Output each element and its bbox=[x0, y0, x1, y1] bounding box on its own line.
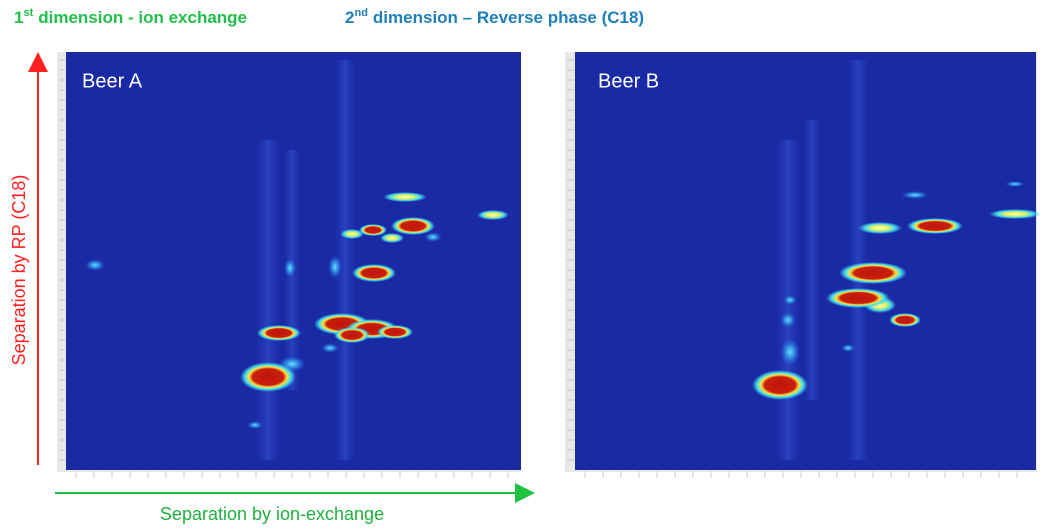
peak bbox=[858, 222, 902, 234]
peak bbox=[380, 233, 404, 243]
peak bbox=[359, 224, 387, 236]
peak bbox=[889, 313, 921, 327]
peak bbox=[839, 262, 907, 284]
peak bbox=[321, 343, 339, 353]
streak bbox=[848, 60, 868, 460]
peak bbox=[780, 338, 800, 366]
panel-label: Beer A bbox=[82, 70, 143, 92]
panel-label: Beer B bbox=[598, 70, 659, 92]
panel-b: Beer B bbox=[565, 52, 1041, 478]
peak bbox=[240, 362, 296, 392]
peak bbox=[340, 229, 364, 239]
streak bbox=[804, 120, 820, 400]
peak bbox=[284, 258, 296, 278]
peak bbox=[907, 218, 963, 234]
peak bbox=[85, 259, 105, 271]
streak bbox=[335, 60, 355, 460]
peak bbox=[780, 312, 796, 328]
peak bbox=[1005, 181, 1025, 187]
peak bbox=[841, 344, 855, 352]
header-second: 2nd dimension – Reverse phase (C18) bbox=[345, 7, 644, 28]
y-axis-label: Separation by RP (C18) bbox=[9, 175, 29, 366]
peak bbox=[989, 209, 1041, 219]
peak bbox=[257, 325, 301, 341]
peak bbox=[247, 421, 263, 429]
x-axis-label: Separation by ion-exchange bbox=[160, 504, 384, 524]
peak bbox=[477, 210, 509, 220]
peak bbox=[334, 327, 370, 343]
peak bbox=[826, 288, 890, 308]
header-first: 1st dimension - ion exchange bbox=[14, 7, 247, 28]
peak bbox=[783, 295, 797, 305]
peak bbox=[377, 325, 413, 339]
peak bbox=[328, 255, 342, 279]
peak bbox=[391, 217, 435, 235]
peak bbox=[424, 232, 442, 242]
streak bbox=[256, 140, 280, 460]
peak bbox=[752, 370, 808, 400]
peak bbox=[352, 264, 396, 282]
panel-a: Beer A bbox=[57, 52, 521, 478]
peak bbox=[383, 192, 427, 202]
peak bbox=[901, 191, 929, 199]
